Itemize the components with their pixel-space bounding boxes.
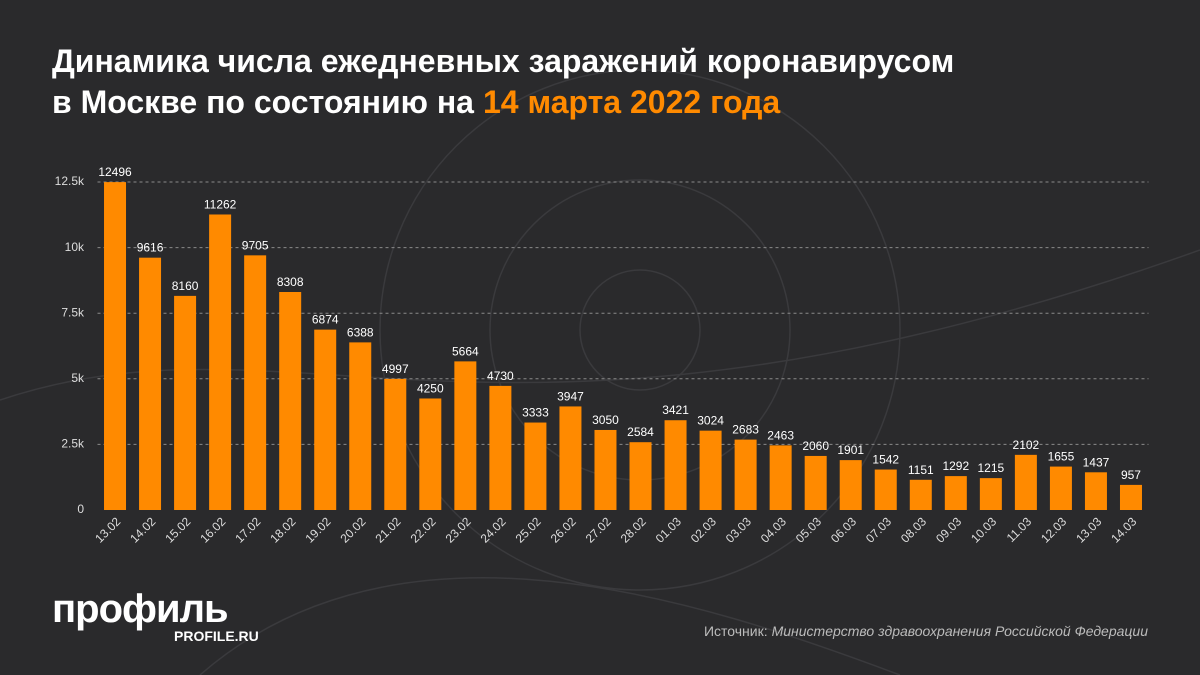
source-text: Министерство здравоохранения Российской … [772, 623, 1149, 639]
value-label: 1215 [977, 461, 1004, 475]
y-tick-label: 0 [77, 502, 84, 516]
bar [454, 361, 477, 510]
value-label: 1542 [872, 453, 899, 467]
bar [769, 445, 792, 510]
y-tick-label: 7.5k [61, 305, 85, 319]
bar [279, 291, 302, 510]
bar [979, 478, 1002, 510]
title-date: 14 марта 2022 года [483, 84, 780, 120]
bar [174, 295, 197, 510]
bar [839, 460, 862, 510]
title-line: в Москве по состоянию на [52, 84, 474, 120]
bar [419, 398, 442, 510]
bar [909, 479, 932, 510]
bar [1014, 454, 1037, 510]
value-label: 1901 [837, 443, 864, 457]
value-label: 2463 [767, 428, 794, 442]
value-label: 5664 [452, 344, 479, 358]
bar [489, 385, 512, 510]
title-line: Динамика числа ежедневных заражений коро… [52, 43, 954, 79]
value-label: 4730 [487, 369, 514, 383]
value-label: 12496 [98, 165, 132, 179]
bar [734, 439, 757, 510]
value-label: 3333 [522, 406, 549, 420]
bar [1119, 484, 1142, 510]
y-tick-label: 10k [65, 240, 85, 254]
bar [699, 430, 722, 510]
value-label: 11262 [204, 197, 237, 211]
bar [139, 257, 162, 510]
value-label: 3421 [662, 403, 689, 417]
bar [629, 442, 652, 510]
value-label: 2584 [627, 425, 654, 439]
value-label: 8308 [277, 275, 304, 289]
value-label: 9616 [137, 241, 164, 255]
bar [874, 469, 897, 510]
bar [314, 329, 337, 510]
y-tick-label: 12.5k [55, 174, 85, 188]
y-tick-label: 5k [71, 371, 85, 385]
value-label: 1655 [1048, 450, 1075, 464]
bar [104, 182, 127, 510]
value-label: 6874 [312, 313, 339, 327]
value-label: 3947 [557, 389, 584, 403]
value-label: 1151 [908, 463, 934, 477]
value-label: 9705 [242, 238, 269, 252]
bar [1049, 466, 1072, 510]
bar [594, 429, 617, 510]
value-label: 957 [1121, 468, 1141, 482]
bar [524, 422, 547, 510]
y-tick-label: 2.5k [61, 437, 85, 451]
value-label: 2060 [802, 439, 829, 453]
logo-url: PROFILE.RU [174, 628, 259, 644]
value-label: 6388 [347, 325, 374, 339]
source: Источник: Министерство здравоохранения Ро… [704, 623, 1148, 639]
value-label: 4250 [417, 381, 444, 395]
value-label: 1437 [1083, 455, 1110, 469]
logo: профиль [52, 587, 228, 631]
title-line: в Москве по состоянию на 14 марта 2022 го… [52, 84, 780, 120]
value-label: 8160 [172, 279, 199, 293]
bar [209, 214, 232, 511]
value-label: 2102 [1013, 438, 1040, 452]
bar [349, 342, 372, 510]
bar [804, 455, 827, 510]
value-label: 1292 [942, 459, 969, 473]
bar [384, 378, 407, 510]
bar [664, 420, 687, 510]
value-label: 4997 [382, 362, 409, 376]
value-label: 3050 [592, 413, 619, 427]
value-label: 3024 [697, 414, 724, 428]
value-label: 2683 [732, 423, 759, 437]
bar [1084, 472, 1107, 510]
bar [944, 476, 967, 510]
bar [559, 406, 582, 510]
bar [244, 255, 267, 510]
source-label: Источник: [704, 623, 768, 639]
